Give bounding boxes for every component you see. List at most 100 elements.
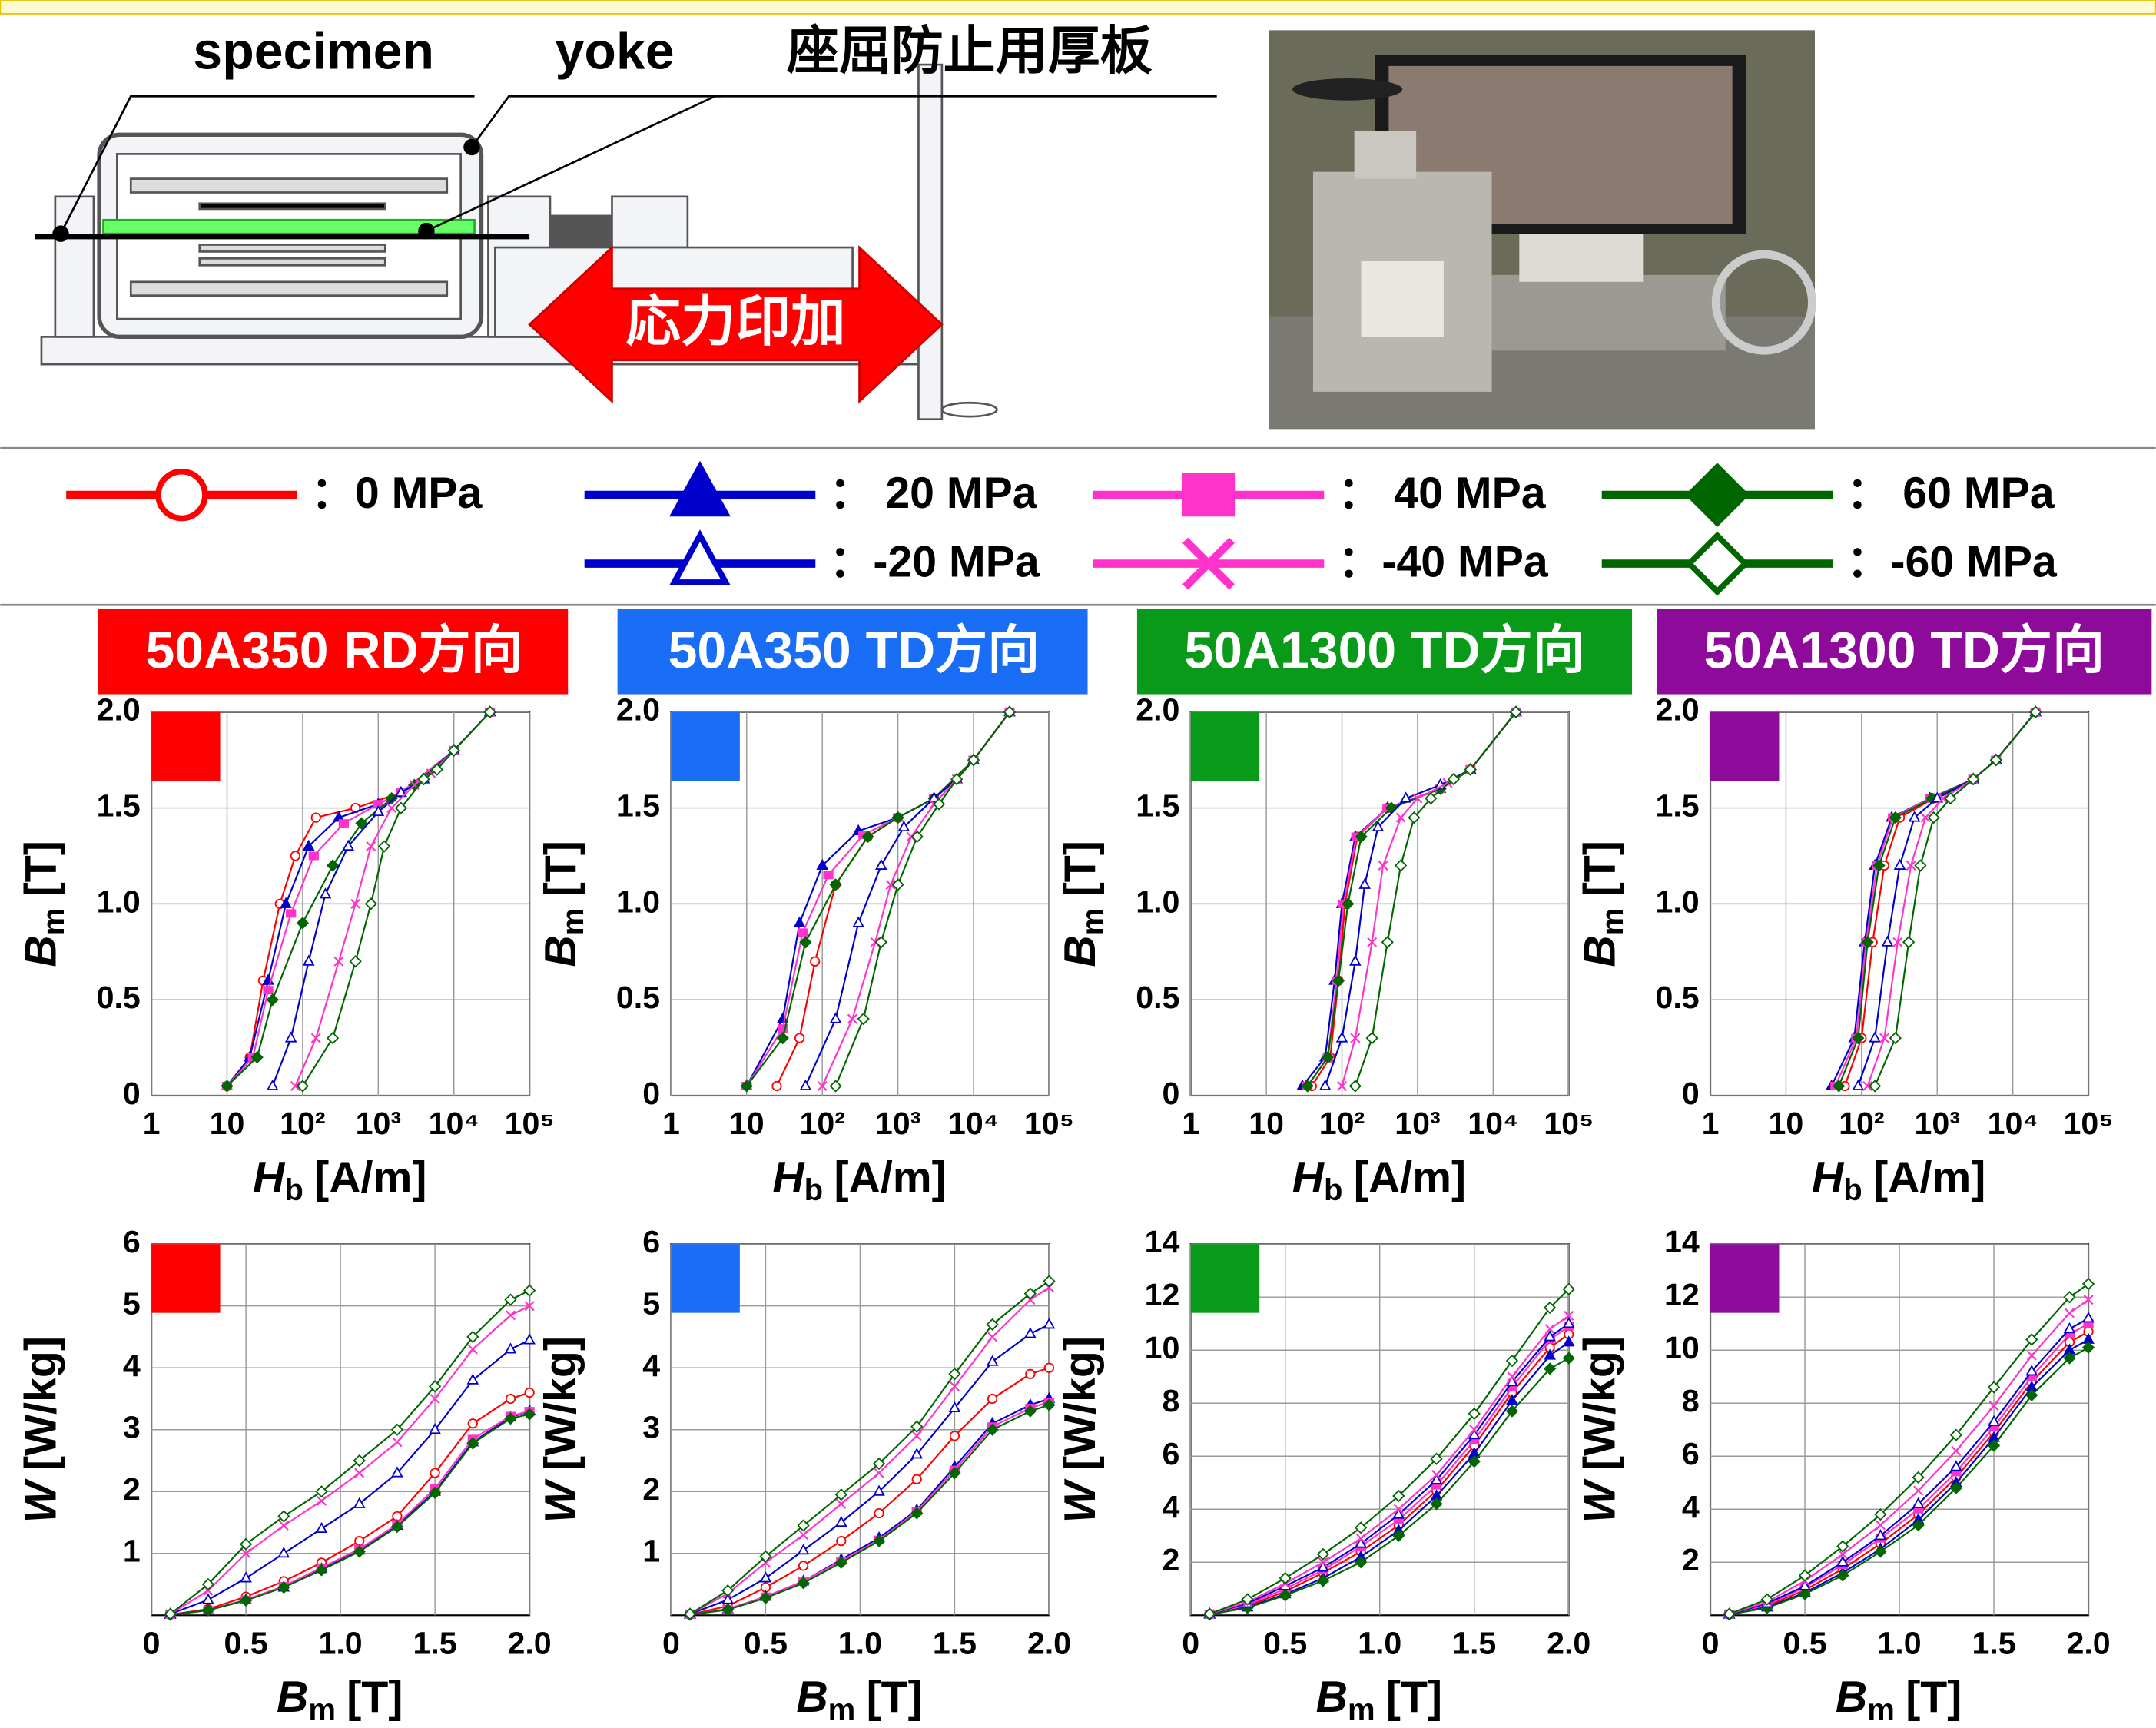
panel-mark	[151, 1244, 220, 1312]
axis-unit: [W/kg]	[1056, 1336, 1105, 1471]
y-tick-label: 4	[642, 1348, 660, 1383]
legend-marker	[1186, 476, 1232, 514]
y-tick-label: 3	[642, 1410, 660, 1445]
x-tick-label: 0.5	[744, 1626, 788, 1661]
x-tick-label: 10⁵	[1544, 1106, 1594, 1141]
label-specimen: specimen	[193, 22, 434, 81]
y-axis-label: W[W/kg]	[17, 1336, 66, 1523]
x-tick-label: 10³	[875, 1106, 920, 1141]
x-tick-label: 10⁴	[429, 1106, 479, 1141]
y-tick-label: 10	[1664, 1330, 1700, 1365]
x-tick-label: 1.0	[838, 1626, 882, 1661]
y-tick-label: 8	[1163, 1383, 1180, 1418]
y-tick-label: 2.0	[97, 692, 141, 728]
axis-symbol: H	[1812, 1153, 1845, 1202]
legend-marker	[675, 467, 726, 514]
y-tick-label: 2.0	[1136, 692, 1179, 728]
y-tick-label: 3	[123, 1410, 141, 1445]
marker	[469, 1419, 477, 1428]
y-tick-label: 6	[1682, 1436, 1700, 1471]
slide: specimen yoke 座屈防止用厚板 応力印加 ：0 MPa： 20 MP…	[0, 0, 2156, 1728]
x-tick-label: 1.0	[319, 1626, 363, 1661]
chart-title: 50A1300 TD方向	[1704, 622, 2105, 680]
marker	[798, 929, 807, 936]
marker	[874, 1509, 883, 1517]
marker	[310, 852, 318, 859]
y-tick-label: 2.0	[1656, 692, 1700, 728]
marker	[525, 1388, 533, 1397]
y-tick-label: 1	[123, 1534, 141, 1569]
y-tick-label: 10	[1145, 1330, 1180, 1365]
legend-label: ：-60 MPa	[1846, 537, 2058, 586]
axis-unit: [T]	[1056, 841, 1105, 897]
x-tick-label: 10³	[1395, 1106, 1440, 1141]
y-tick-label: 1.0	[1656, 884, 1700, 919]
legend-label: ：-20 MPa	[829, 537, 1040, 586]
legend-marker	[1689, 467, 1745, 523]
y-tick-label: 0	[1682, 1076, 1700, 1111]
y-axis-label: Bm[T]	[536, 841, 590, 967]
y-axis-label: W[W/kg]	[536, 1336, 585, 1523]
x-tick-label: 10	[729, 1106, 765, 1141]
axis-unit: [T]	[536, 841, 585, 897]
y-tick-label: 2	[1163, 1542, 1180, 1577]
y-axis-label: Bm[T]	[1576, 841, 1630, 967]
chart-title: 50A350 RD方向	[146, 622, 523, 680]
marker	[811, 957, 819, 966]
axis-subscript: m	[308, 1693, 336, 1726]
y-tick-label: 0.5	[1656, 980, 1700, 1015]
apparatus-photo	[1269, 30, 1815, 429]
y-tick-label: 0.5	[1136, 980, 1179, 1015]
marker	[1026, 1370, 1034, 1378]
marker	[430, 1468, 439, 1477]
y-tick-label: 1.0	[616, 884, 660, 919]
y-tick-label: 2	[1682, 1542, 1700, 1577]
marker	[795, 1033, 804, 1042]
axis-subscript: b	[1324, 1173, 1342, 1207]
axis-unit: [T]	[1906, 1673, 1962, 1722]
y-tick-label: 12	[1664, 1277, 1700, 1312]
y-tick-label: 1.5	[1656, 788, 1700, 823]
y-tick-label: 12	[1145, 1277, 1180, 1312]
y-tick-label: 2	[123, 1471, 141, 1507]
y-tick-label: 5	[123, 1286, 141, 1322]
axis-symbol: B	[1056, 935, 1105, 967]
axis-symbol: B	[796, 1673, 828, 1722]
chart-title: 50A1300 TD方向	[1184, 622, 1584, 680]
y-tick-label: 1.5	[97, 788, 141, 823]
y-tick-label: 0	[642, 1076, 660, 1111]
axis-subscript: m	[556, 908, 590, 936]
y-tick-label: 1.0	[1136, 884, 1179, 919]
x-tick-label: 0.5	[1263, 1626, 1307, 1661]
axis-unit: [T]	[1386, 1673, 1442, 1722]
axis-unit: [A/m]	[834, 1153, 946, 1202]
y-tick-label: 0.5	[97, 980, 141, 1015]
x-tick-label: 0	[662, 1626, 680, 1661]
axis-unit: [T]	[867, 1673, 923, 1722]
legend-marker	[1689, 536, 1745, 592]
y-tick-label: 2	[642, 1471, 660, 1507]
axis-symbol: H	[772, 1153, 805, 1202]
panel-mark	[151, 712, 220, 781]
axis-unit: [W/kg]	[17, 1336, 66, 1471]
x-axis-label: Bm[T]	[1836, 1673, 1962, 1726]
y-tick-label: 0.5	[616, 980, 660, 1015]
axis-symbol: B	[277, 1673, 308, 1722]
x-tick-label: 1.5	[413, 1626, 457, 1661]
x-tick-label: 10⁴	[948, 1106, 999, 1141]
y-axis-label: Bm[T]	[1056, 841, 1110, 967]
axis-subscript: m	[1595, 908, 1629, 936]
axis-subscript: m	[1348, 1693, 1375, 1726]
legend-marker	[158, 472, 205, 519]
y-axis-label: W[W/kg]	[1576, 1336, 1625, 1523]
x-tick-label: 1.5	[1972, 1626, 2015, 1661]
legend-label: ： 40 MPa	[1338, 469, 1547, 518]
y-tick-label: 14	[1664, 1224, 1700, 1259]
x-tick-label: 10	[1249, 1106, 1284, 1141]
x-tick-label: 10⁵	[505, 1106, 555, 1141]
panel-mark	[1191, 1244, 1259, 1312]
y-tick-label: 2.0	[616, 692, 660, 728]
x-tick-label: 1.0	[1877, 1626, 1921, 1661]
page: specimen yoke 座屈防止用厚板 応力印加 ：0 MPa： 20 MP…	[0, 0, 2156, 1728]
panel-mark	[1710, 1244, 1779, 1312]
